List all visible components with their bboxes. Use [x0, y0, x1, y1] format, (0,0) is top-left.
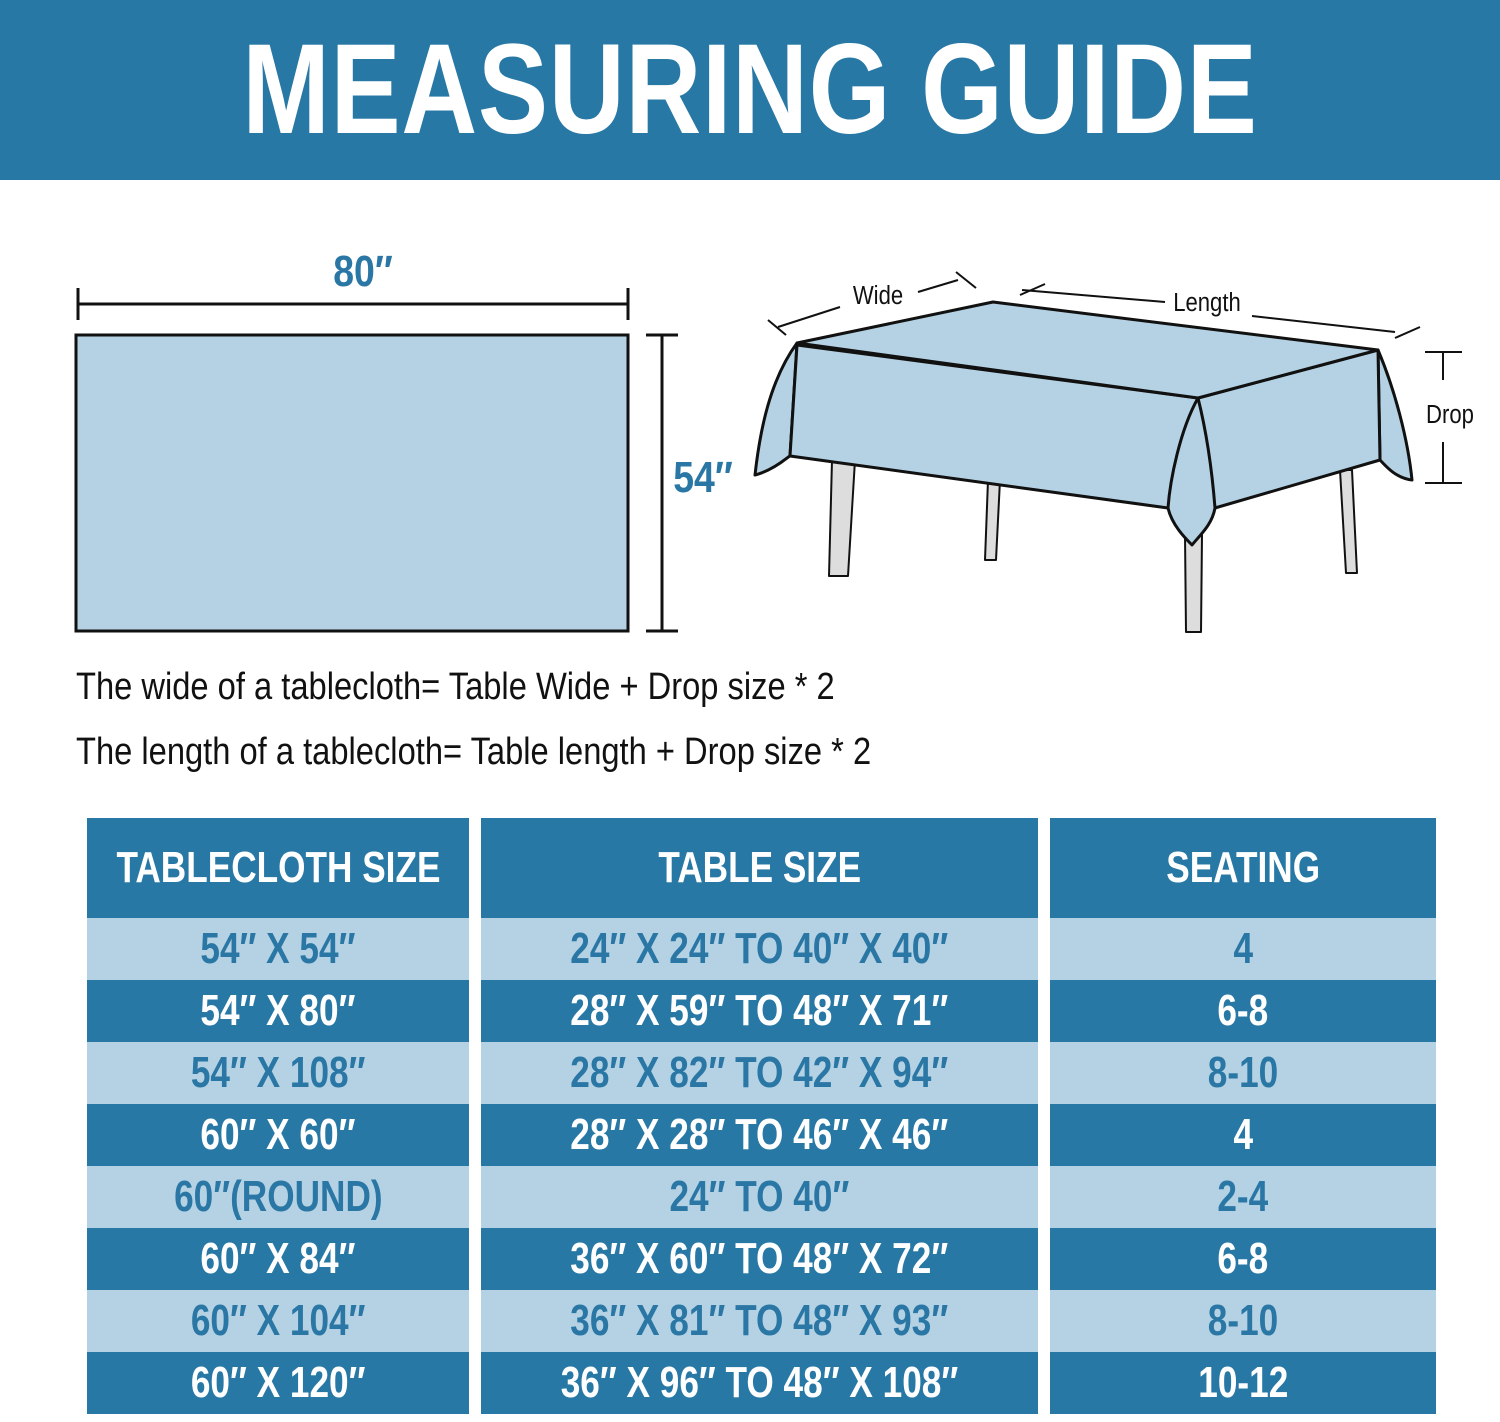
table-cell: 2-4	[1050, 1166, 1436, 1228]
tablecloth-rect	[74, 333, 630, 633]
table-cell: 6-8	[1050, 980, 1436, 1042]
cell-text: 28″ X 28″ TO 46″ X 46″	[570, 1110, 949, 1159]
cell-text: 36″ X 96″ TO 48″ X 108″	[560, 1358, 959, 1407]
table-cell: 24″ TO 40″	[481, 1166, 1038, 1228]
cell-text: 60″ X 104″	[190, 1296, 366, 1345]
table-cell: 60″ X 60″	[87, 1104, 469, 1166]
header-tablecloth-size: TABLECLOTH SIZE	[87, 818, 469, 918]
table-cell: 8-10	[1050, 1042, 1436, 1104]
header-seating: SEATING	[1050, 818, 1436, 918]
cell-text: 6-8	[1217, 1234, 1269, 1283]
column-table-size: TABLE SIZE 24″ X 24″ TO 40″ X 40″ 28″ X …	[481, 818, 1038, 1414]
table-cell: 60″ X 84″	[87, 1228, 469, 1290]
table-cell: 36″ X 96″ TO 48″ X 108″	[481, 1352, 1038, 1414]
wide-label: Wide	[853, 281, 903, 310]
cell-text: 60″ X 60″	[200, 1110, 356, 1159]
cell-text: 36″ X 81″ TO 48″ X 93″	[570, 1296, 949, 1345]
cell-text: 60″(ROUND)	[173, 1172, 383, 1221]
table-cell: 60″ X 104″	[87, 1290, 469, 1352]
table-cell: 4	[1050, 1104, 1436, 1166]
page-title: MEASURING GUIDE	[242, 18, 1258, 161]
table-cell: 54″ X 108″	[87, 1042, 469, 1104]
width-formula: The wide of a tablecloth= Table Wide + D…	[76, 666, 835, 708]
table-cell: 28″ X 28″ TO 46″ X 46″	[481, 1104, 1038, 1166]
flat-tablecloth-diagram: 80″ 54″	[74, 246, 744, 633]
table-cell: 6-8	[1050, 1228, 1436, 1290]
table-with-cloth-diagram	[753, 271, 1462, 633]
header-text: TABLECLOTH SIZE	[116, 843, 440, 892]
column-seating: SEATING 4 6-8 8-10 4 2-4 6-8 8-10 10-12	[1050, 818, 1436, 1414]
header-text: SEATING	[1166, 843, 1320, 892]
cell-text: 4	[1233, 1110, 1253, 1159]
cell-text: 28″ X 59″ TO 48″ X 71″	[570, 986, 949, 1035]
title-banner: MEASURING GUIDE	[0, 0, 1500, 180]
cell-text: 54″ X 54″	[200, 924, 356, 973]
cell-text: 54″ X 108″	[190, 1048, 366, 1097]
table-cell: 28″ X 59″ TO 48″ X 71″	[481, 980, 1038, 1042]
cell-text: 24″ TO 40″	[669, 1172, 850, 1221]
header-text: TABLE SIZE	[658, 843, 861, 892]
cell-text: 54″ X 80″	[200, 986, 356, 1035]
measuring-diagram: 80″ 54″ Wide Length Drop	[74, 246, 1474, 633]
table-cell: 24″ X 24″ TO 40″ X 40″	[481, 918, 1038, 980]
table-cell: 4	[1050, 918, 1436, 980]
cell-text: 24″ X 24″ TO 40″ X 40″	[570, 924, 949, 973]
cell-text: 8-10	[1207, 1048, 1279, 1097]
cell-text: 4	[1233, 924, 1253, 973]
cell-text: 28″ X 82″ TO 42″ X 94″	[570, 1048, 949, 1097]
header-table-size: TABLE SIZE	[481, 818, 1038, 918]
cell-text: 6-8	[1217, 986, 1269, 1035]
cell-text: 60″ X 120″	[190, 1358, 366, 1407]
length-formula: The length of a tablecloth= Table length…	[76, 731, 872, 773]
drop-label: Drop	[1426, 400, 1474, 429]
table-cell: 36″ X 60″ TO 48″ X 72″	[481, 1228, 1038, 1290]
cell-text: 36″ X 60″ TO 48″ X 72″	[570, 1234, 949, 1283]
table-cell: 28″ X 82″ TO 42″ X 94″	[481, 1042, 1038, 1104]
width-label: 80″	[333, 246, 393, 296]
height-label: 54″	[673, 452, 733, 502]
table-cell: 60″(ROUND)	[87, 1166, 469, 1228]
table-cell: 10-12	[1050, 1352, 1436, 1414]
table-cell: 60″ X 120″	[87, 1352, 469, 1414]
cell-text: 10-12	[1197, 1358, 1289, 1407]
cell-text: 8-10	[1207, 1296, 1279, 1345]
length-label: Length	[1173, 288, 1241, 317]
table-cell: 36″ X 81″ TO 48″ X 93″	[481, 1290, 1038, 1352]
table-cell: 54″ X 80″	[87, 980, 469, 1042]
table-cell: 8-10	[1050, 1290, 1436, 1352]
cell-text: 60″ X 84″	[200, 1234, 356, 1283]
table-cell: 54″ X 54″	[87, 918, 469, 980]
cell-text: 2-4	[1217, 1172, 1269, 1221]
column-tablecloth-size: TABLECLOTH SIZE 54″ X 54″ 54″ X 80″ 54″ …	[87, 818, 469, 1414]
